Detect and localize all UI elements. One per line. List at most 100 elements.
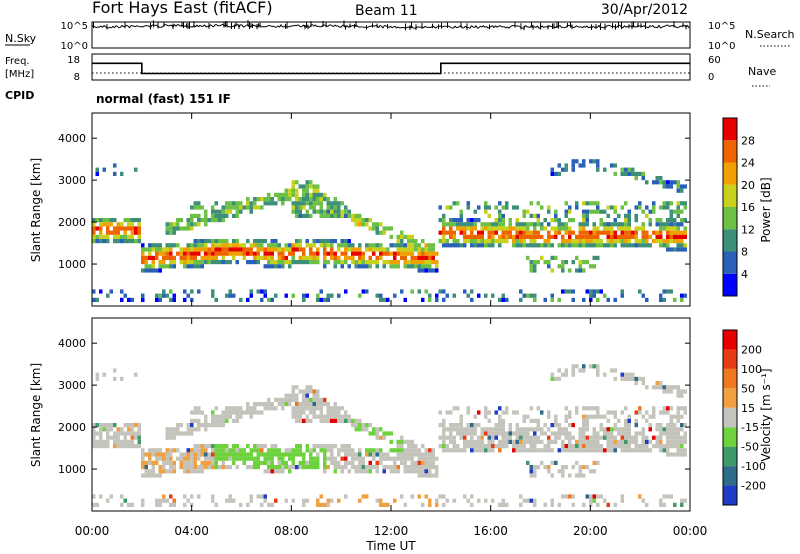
colorbar-tick-label: 15 [741,402,755,415]
heatmap-cell [533,439,537,444]
heatmap-cell [424,452,428,457]
noise-trace-segment [103,25,106,28]
heatmap-cell [225,239,229,244]
noise-trace-segment [178,24,181,27]
heatmap-cell [669,427,673,432]
heatmap-cell [582,439,586,444]
heatmap-cell [533,213,537,218]
heatmap-cell [673,414,677,419]
heatmap-cell [599,239,603,244]
heatmap-cell [106,431,110,436]
heatmap-cell [606,435,610,440]
heatmap-cell [445,498,449,503]
heatmap-cell [487,444,491,449]
heatmap-cell [246,297,250,302]
heatmap-cell [92,431,96,436]
heatmap-cell [554,255,558,260]
heatmap-cell [414,460,418,465]
heatmap-cell [603,226,607,231]
heatmap-cell [417,448,421,453]
heatmap-cell [211,460,215,465]
heatmap-cell [344,205,348,210]
heatmap-cell [638,494,642,499]
heatmap-cell [228,243,232,248]
heatmap-cell [459,243,463,248]
heatmap-cell [673,247,677,252]
heatmap-cell [256,448,260,453]
heatmap-cell [141,456,145,461]
heatmap-cell [641,427,645,432]
heatmap-cell [606,448,610,453]
heatmap-cell [407,251,411,256]
heatmap-cell [424,251,428,256]
heatmap-cell [589,293,593,298]
heatmap-cell [190,264,194,269]
heatmap-cell [543,239,547,244]
heatmap-cell [379,255,383,260]
heatmap-cell [459,427,463,432]
heatmap-cell [442,234,446,239]
heatmap-cell [169,247,173,252]
colorbar-segment [723,207,737,230]
heatmap-cell [431,243,435,248]
heatmap-cell [333,205,337,210]
heatmap-cell [169,435,173,440]
heatmap-cell [386,226,390,231]
heatmap-cell [550,448,554,453]
heatmap-cell [365,423,369,428]
heatmap-cell [676,226,680,231]
heatmap-cell [606,213,610,218]
noise-trace-segment [424,25,427,28]
heatmap-cell [225,448,229,453]
heatmap-cell [638,406,642,411]
heatmap-cell [442,444,446,449]
colorbar-tick-label: 16 [741,201,755,214]
heatmap-cell [323,397,327,402]
heatmap-cell [638,444,642,449]
heatmap-cell [186,247,190,252]
heatmap-cell [557,423,561,428]
heatmap-cell [354,264,358,269]
heatmap-cell [589,239,593,244]
noise-trace-segment [432,25,435,28]
heatmap-cell [232,406,236,411]
heatmap-cell [253,197,257,202]
heatmap-cell [358,423,362,428]
heatmap-cell [204,222,208,227]
heatmap-cell [487,205,491,210]
heatmap-cell [358,460,362,465]
heatmap-cell [225,293,229,298]
x-tick-label: 12:00 [374,524,409,538]
heatmap-cell [592,498,596,503]
heatmap-cell [554,418,558,423]
heatmap-cell [298,184,302,189]
heatmap-cell [627,427,631,432]
heatmap-cell [183,502,187,507]
y-tick-label: 4000 [58,337,86,350]
heatmap-cell [242,456,246,461]
heatmap-cell [193,448,197,453]
heatmap-cell [466,218,470,223]
heatmap-cell [428,260,432,265]
heatmap-cell [333,444,337,449]
heatmap-cell [204,448,208,453]
heatmap-cell [312,255,316,260]
heatmap-cell [190,243,194,248]
heatmap-cell [627,418,631,423]
heatmap-cell [568,444,572,449]
heatmap-cell [130,444,134,449]
heatmap-cell [130,423,134,428]
heatmap-cell [410,448,414,453]
noise-trace-segment [525,25,528,28]
heatmap-cell [466,239,470,244]
noise-trace-segment [393,25,396,28]
heatmap-cell [351,218,355,223]
heatmap-cell [323,465,327,470]
heatmap-cell [106,226,110,231]
heatmap-cell [435,456,439,461]
heatmap-cell [603,427,607,432]
heatmap-cell [347,469,351,474]
heatmap-cell [228,448,232,453]
heatmap-cell [610,448,614,453]
heatmap-cell [473,234,477,239]
